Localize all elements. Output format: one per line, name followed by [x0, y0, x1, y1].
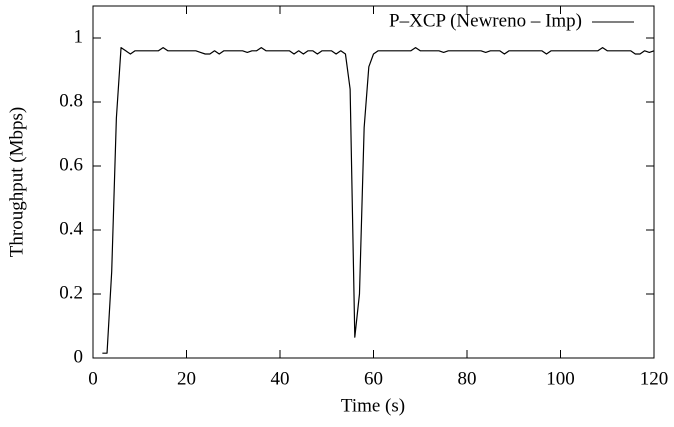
x-axis-label: Time (s) [341, 395, 405, 416]
data-line [102, 47, 655, 354]
x-tick-label: 80 [458, 368, 477, 389]
y-axis-label: Throughput (Mbps) [6, 107, 27, 257]
y-tick-label: 0.6 [59, 154, 83, 175]
plot-frame [92, 5, 655, 359]
y-tick-label: 0 [74, 346, 84, 367]
x-tick-label: 0 [88, 368, 98, 389]
y-tick-label: 0.8 [59, 90, 83, 111]
x-tick-label: 120 [640, 368, 669, 389]
x-tick-label: 60 [364, 368, 383, 389]
y-tick-label: 0.2 [59, 282, 83, 303]
x-tick-label: 40 [271, 368, 290, 389]
y-tick-label: 0.4 [59, 218, 83, 239]
x-tick-label: 20 [177, 368, 196, 389]
x-tick-label: 100 [546, 368, 575, 389]
legend-label: P–XCP (Newreno – Imp) [389, 10, 582, 31]
y-tick-label: 1 [74, 26, 84, 47]
